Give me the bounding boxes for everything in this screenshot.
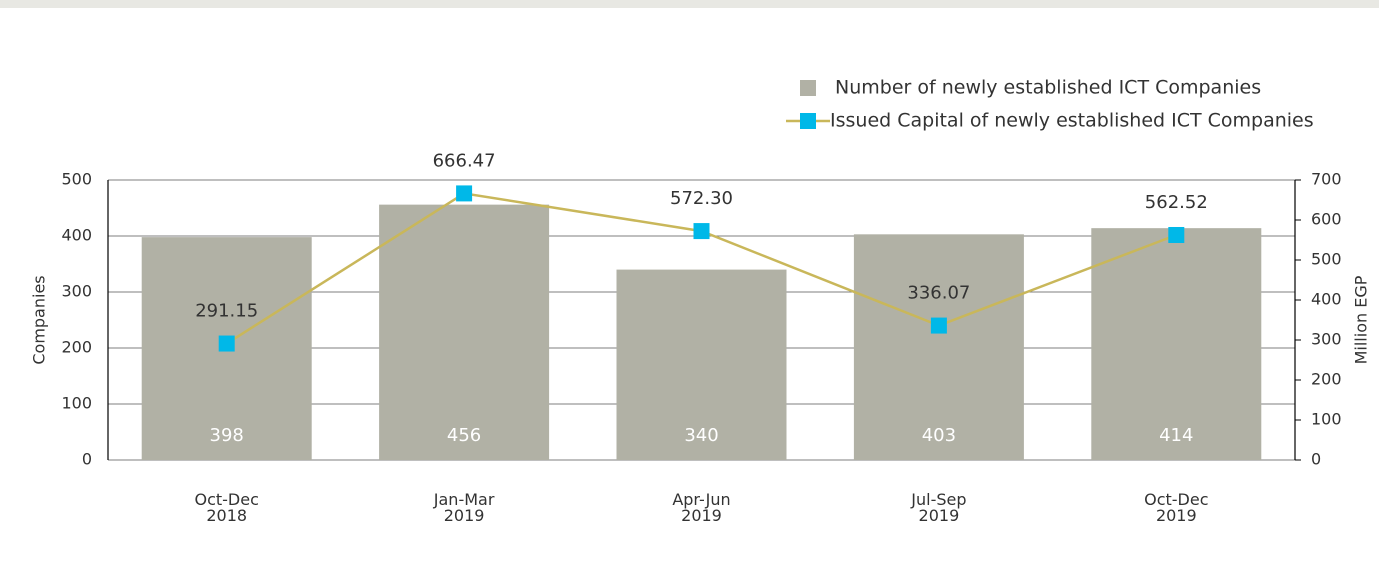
y2-tick-label: 400 [1311,290,1342,309]
line-value-label: 291.15 [195,301,258,322]
x-tick-label: Oct-Dec 2018 [194,490,259,525]
legend-swatch [800,80,816,96]
y2-tick-label: 500 [1311,250,1342,269]
y-tick-label: 400 [61,226,92,245]
legend-label: Number of newly established ICT Companie… [835,77,1261,99]
line-marker [456,185,473,202]
line-value-label: 336.07 [907,283,970,304]
y2-tick-label: 600 [1311,210,1342,229]
line-marker [1168,226,1185,243]
line-marker [693,223,710,240]
bar-value-label: 456 [447,425,481,446]
bar [1091,228,1262,460]
y-tick-label: 200 [61,338,92,357]
x-tick-label: Jan-Mar 2019 [433,490,495,525]
line-marker [218,335,235,352]
bar-value-label: 403 [922,425,956,446]
x-tick-label: Jul-Sep 2019 [911,490,967,525]
legend-label: Issued Capital of newly established ICT … [830,110,1314,132]
bar [379,204,550,460]
y2-tick-label: 700 [1311,170,1342,189]
line-value-label: 572.30 [670,188,733,209]
bar-value-label: 414 [1159,425,1193,446]
top-band [0,0,1379,8]
y-tick-label: 300 [61,282,92,301]
bar-value-label: 340 [684,425,718,446]
x-tick-label: Apr-Jun 2019 [672,490,731,525]
y2-axis-title: Million EGP [1352,275,1371,364]
y-tick-label: 100 [61,394,92,413]
x-tick-label: Oct-Dec 2019 [1144,490,1209,525]
line-marker [930,317,947,334]
y-tick-label: 500 [61,170,92,189]
y2-tick-label: 300 [1311,330,1342,349]
line-value-label: 666.47 [433,150,496,171]
bar [853,234,1024,460]
bar [616,269,787,460]
y-tick-label: 0 [82,450,92,469]
legend-marker [800,113,816,129]
y-axis-title: Companies [30,275,49,364]
bar-value-label: 398 [210,425,244,446]
line-value-label: 562.52 [1145,192,1208,213]
y2-tick-label: 0 [1311,450,1321,469]
y2-tick-label: 200 [1311,370,1342,389]
y2-tick-label: 100 [1311,410,1342,429]
